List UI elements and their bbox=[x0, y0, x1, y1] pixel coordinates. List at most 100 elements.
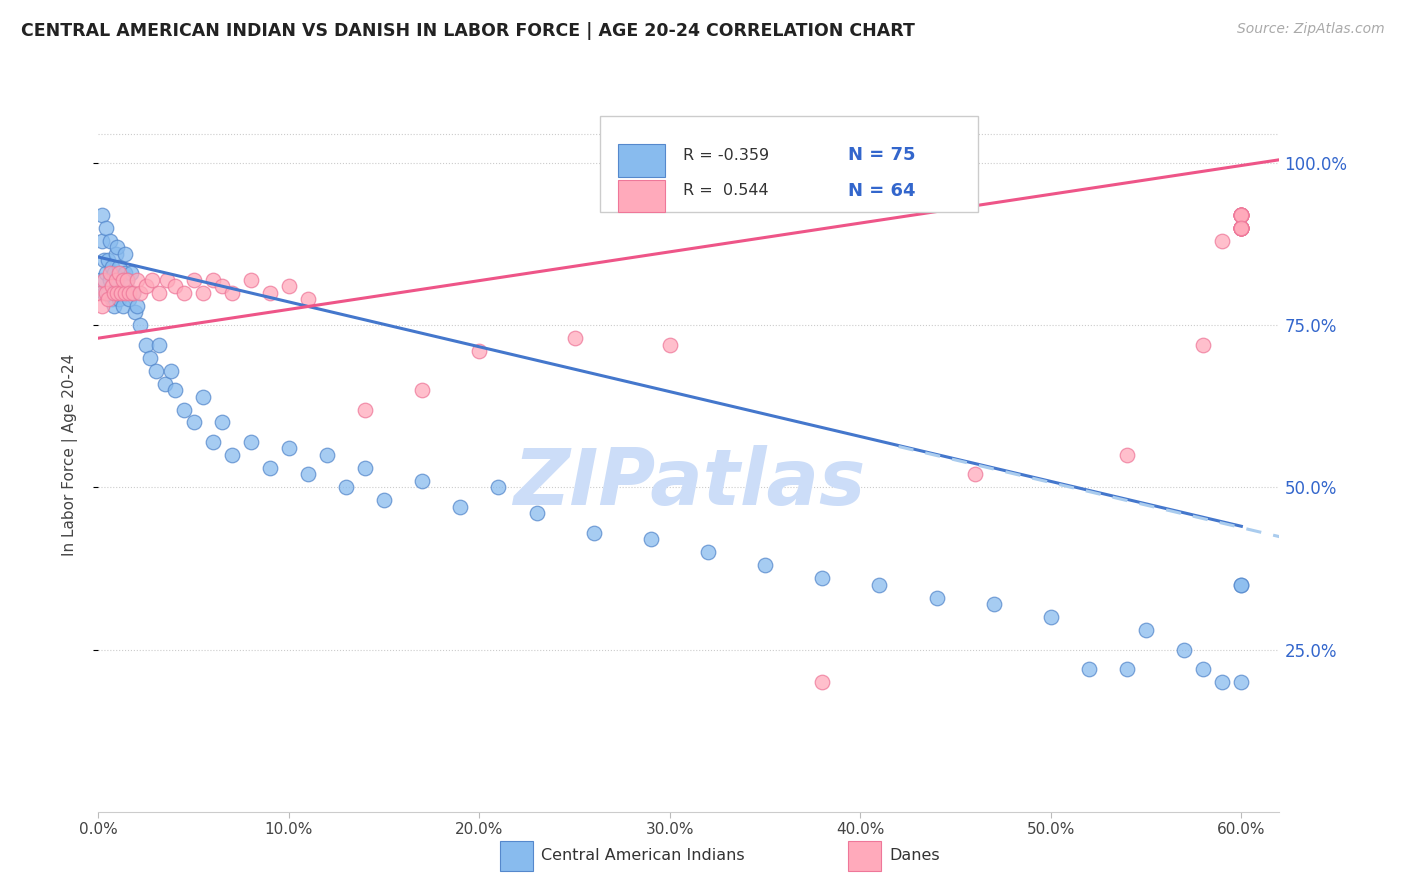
Point bbox=[526, 506, 548, 520]
Point bbox=[963, 467, 986, 482]
Text: CENTRAL AMERICAN INDIAN VS DANISH IN LABOR FORCE | AGE 20-24 CORRELATION CHART: CENTRAL AMERICAN INDIAN VS DANISH IN LAB… bbox=[21, 22, 915, 40]
Point bbox=[108, 292, 131, 306]
Point bbox=[1173, 642, 1195, 657]
Point bbox=[1230, 208, 1253, 222]
Text: ZIPatlas: ZIPatlas bbox=[513, 445, 865, 522]
Point bbox=[1230, 220, 1253, 235]
Point bbox=[107, 240, 129, 254]
Point bbox=[91, 208, 114, 222]
Point bbox=[640, 533, 662, 547]
Point bbox=[1230, 675, 1253, 690]
Point bbox=[239, 273, 262, 287]
Point bbox=[94, 285, 117, 300]
Point bbox=[983, 597, 1005, 611]
Bar bbox=[619, 145, 665, 177]
Point bbox=[183, 416, 205, 430]
Text: Danes: Danes bbox=[890, 848, 941, 863]
Point bbox=[100, 260, 122, 274]
Text: N = 75: N = 75 bbox=[848, 146, 915, 164]
Point bbox=[354, 402, 377, 417]
Point bbox=[1230, 220, 1253, 235]
Point bbox=[183, 273, 205, 287]
Point bbox=[373, 493, 395, 508]
Point bbox=[112, 299, 135, 313]
Point bbox=[354, 461, 377, 475]
Point bbox=[259, 285, 281, 300]
Point bbox=[115, 273, 138, 287]
Point bbox=[145, 363, 167, 377]
Point bbox=[1230, 220, 1253, 235]
Bar bbox=[619, 180, 665, 212]
Point bbox=[449, 500, 471, 514]
Point bbox=[93, 253, 115, 268]
Point bbox=[277, 442, 299, 456]
Point bbox=[1230, 220, 1253, 235]
Point bbox=[114, 247, 136, 261]
Point bbox=[925, 591, 948, 605]
Point bbox=[1230, 208, 1253, 222]
Point bbox=[1230, 220, 1253, 235]
Point bbox=[1116, 448, 1139, 462]
Point bbox=[103, 266, 125, 280]
Point bbox=[1230, 208, 1253, 222]
Point bbox=[107, 285, 129, 300]
Point bbox=[468, 344, 491, 359]
Point bbox=[297, 467, 319, 482]
Point bbox=[93, 273, 115, 287]
Point bbox=[97, 253, 120, 268]
Point bbox=[1192, 337, 1215, 351]
Bar bbox=[848, 841, 882, 871]
Point bbox=[107, 273, 129, 287]
Point bbox=[104, 285, 127, 300]
Point bbox=[697, 545, 720, 559]
Point bbox=[97, 285, 120, 300]
Point bbox=[193, 285, 215, 300]
Point bbox=[1230, 220, 1253, 235]
Point bbox=[94, 266, 117, 280]
Point bbox=[277, 279, 299, 293]
Point bbox=[1230, 220, 1253, 235]
Point bbox=[1116, 662, 1139, 676]
Point bbox=[1230, 208, 1253, 222]
Point bbox=[239, 434, 262, 449]
Point bbox=[1039, 610, 1062, 624]
Point bbox=[811, 675, 834, 690]
Point bbox=[1211, 675, 1233, 690]
FancyBboxPatch shape bbox=[600, 116, 979, 212]
Point bbox=[1135, 623, 1157, 637]
Point bbox=[148, 337, 170, 351]
Point bbox=[163, 383, 186, 397]
Point bbox=[173, 402, 195, 417]
Point bbox=[98, 273, 121, 287]
Point bbox=[108, 266, 131, 280]
Point bbox=[94, 220, 117, 235]
Point bbox=[259, 461, 281, 475]
Point bbox=[201, 434, 224, 449]
Point bbox=[221, 448, 243, 462]
Point bbox=[100, 292, 122, 306]
Point bbox=[1230, 220, 1253, 235]
Point bbox=[110, 285, 132, 300]
Text: Central American Indians: Central American Indians bbox=[541, 848, 745, 863]
Point bbox=[93, 285, 115, 300]
Point bbox=[118, 285, 141, 300]
Point bbox=[100, 279, 122, 293]
Point bbox=[1230, 220, 1253, 235]
Text: N = 64: N = 64 bbox=[848, 182, 915, 200]
Point bbox=[120, 266, 142, 280]
Point bbox=[411, 474, 433, 488]
Point bbox=[1230, 208, 1253, 222]
Point bbox=[91, 234, 114, 248]
Point bbox=[564, 331, 586, 345]
Point bbox=[335, 480, 357, 494]
Point bbox=[316, 448, 339, 462]
Point bbox=[1192, 662, 1215, 676]
Point bbox=[98, 234, 121, 248]
Point bbox=[112, 273, 135, 287]
Point bbox=[1230, 208, 1253, 222]
Point bbox=[135, 337, 157, 351]
Point bbox=[1230, 577, 1253, 591]
Text: Source: ZipAtlas.com: Source: ZipAtlas.com bbox=[1237, 22, 1385, 37]
Point bbox=[297, 292, 319, 306]
Point bbox=[114, 266, 136, 280]
